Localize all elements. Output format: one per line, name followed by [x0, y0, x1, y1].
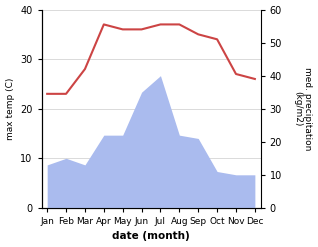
Y-axis label: max temp (C): max temp (C) — [5, 78, 15, 140]
Y-axis label: med. precipitation
(kg/m2): med. precipitation (kg/m2) — [293, 67, 313, 150]
X-axis label: date (month): date (month) — [112, 231, 190, 242]
